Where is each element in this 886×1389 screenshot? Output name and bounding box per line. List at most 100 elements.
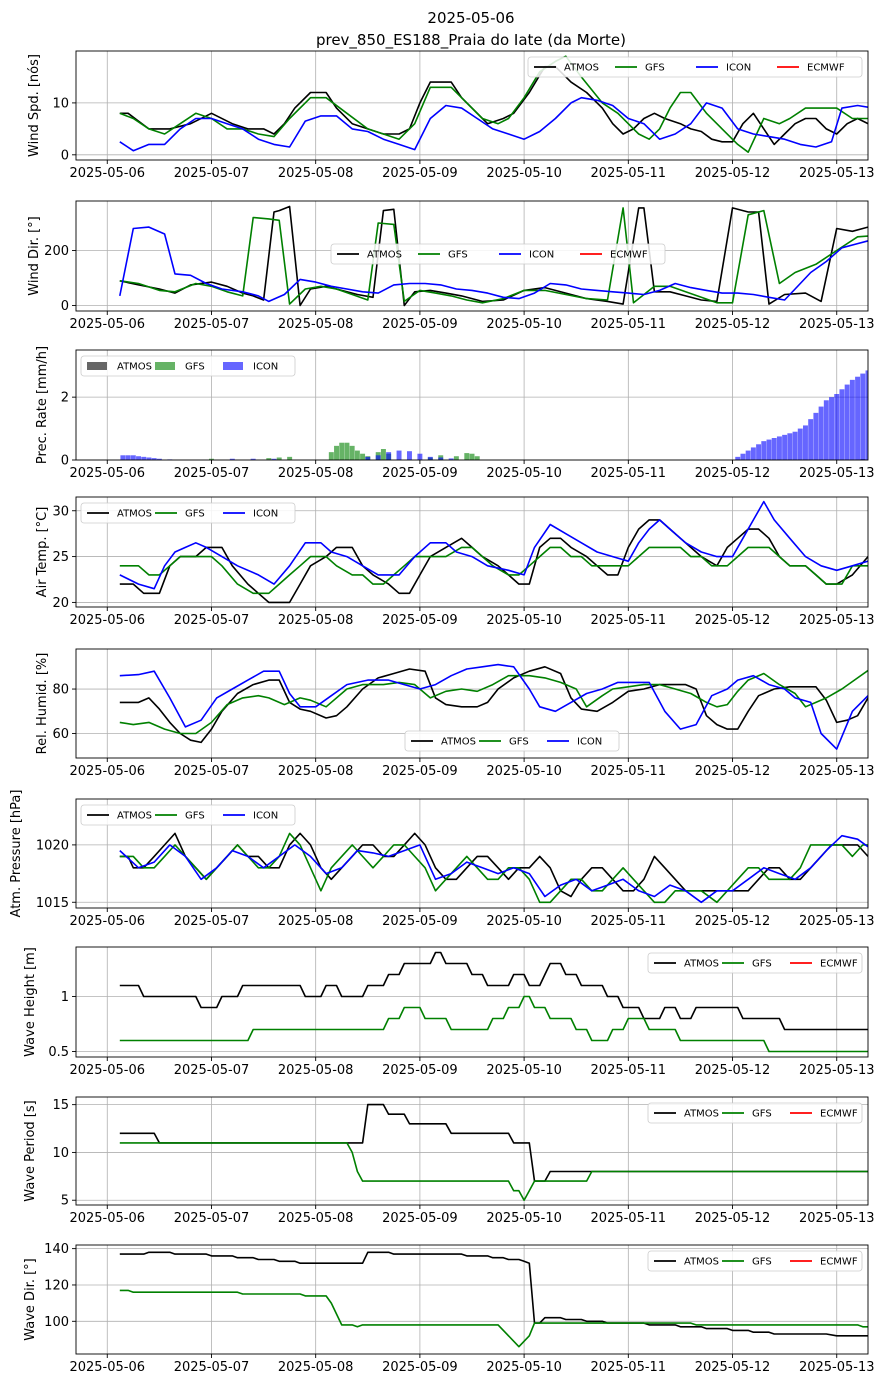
- precip-bar-icon: [823, 400, 829, 460]
- x-tick-label: 2025-05-07: [174, 317, 250, 332]
- precip-bar-icon: [797, 428, 803, 460]
- x-tick-label: 2025-05-11: [591, 317, 667, 332]
- axes-frame: [75, 946, 869, 1058]
- axes-frame: [75, 200, 869, 312]
- x-tick-label: 2025-05-10: [486, 914, 562, 929]
- precip-bar-icon: [834, 394, 840, 460]
- precip-bar-gfs: [339, 442, 345, 460]
- series-line-gfs: [119, 546, 868, 595]
- precip-bar-icon: [146, 457, 152, 460]
- legend-box: [404, 730, 620, 752]
- legend-label-ecmwf: ECMWF: [820, 1109, 858, 1120]
- legend-label-atmos: ATMOS: [117, 811, 152, 822]
- plot-data: [119, 1103, 868, 1201]
- x-tick-label: 2025-05-12: [695, 466, 771, 481]
- legend-swatch-icon: [223, 362, 243, 370]
- x-tick-label: 2025-05-10: [486, 317, 562, 332]
- series-line-icon: [119, 96, 868, 152]
- axes-frame: [75, 50, 869, 161]
- figure-title-date: 2025-05-06: [427, 9, 514, 27]
- precip-bar-icon: [271, 458, 277, 460]
- panel-wave-height: 2025-05-06 2025-05-07 2025-05-08 2025-05-09…: [23, 946, 875, 1078]
- plot-data: [119, 663, 868, 750]
- x-tick-label: 2025-05-07: [174, 466, 250, 481]
- precip-bar-gfs: [344, 442, 350, 460]
- precip-bar-gfs: [380, 449, 386, 460]
- precip-bar-icon: [808, 419, 814, 460]
- legend-swatch-gfs: [155, 362, 175, 370]
- x-tick-label: 2025-05-09: [382, 166, 458, 181]
- legend-box: [647, 1250, 863, 1272]
- axes-frame: [75, 349, 869, 461]
- panel-rel-humid: 2025-05-06 2025-05-07 2025-05-08 2025-05-09…: [35, 648, 875, 779]
- legend-label-gfs: GFS: [185, 811, 205, 822]
- x-tick-label: 2025-05-12: [695, 166, 771, 181]
- legend: ATMOS GFS ICON: [80, 804, 296, 826]
- x-tick-label: 2025-05-11: [591, 466, 667, 481]
- plot-data: [119, 832, 868, 904]
- legend-label-gfs: GFS: [185, 362, 205, 373]
- legend-label-atmos: ATMOS: [367, 250, 402, 261]
- x-tick-label: 2025-05-10: [486, 1063, 562, 1078]
- axes-frame: [75, 648, 869, 759]
- y-tick-label: 15: [52, 1098, 69, 1113]
- plot-data: [119, 1251, 868, 1348]
- legend-label-gfs: GFS: [752, 959, 772, 970]
- x-tick-label: 2025-05-11: [591, 613, 667, 628]
- x-tick-label: 2025-05-07: [174, 166, 250, 181]
- x-tick-label: 2025-05-07: [174, 1211, 250, 1226]
- x-tick-label: 2025-05-08: [278, 1063, 354, 1078]
- x-tick-label: 2025-05-08: [278, 764, 354, 779]
- legend-label-ecmwf: ECMWF: [807, 63, 845, 74]
- y-axis-label: Atm. Pressure [hPa]: [9, 790, 24, 918]
- x-tick-label: 2025-05-09: [382, 1211, 458, 1226]
- x-tick-label: 2025-05-09: [382, 613, 458, 628]
- legend-label-atmos: ATMOS: [684, 959, 719, 970]
- y-tick-label: 60: [52, 727, 69, 742]
- plot-data: [119, 951, 868, 1053]
- axes-frame: [75, 1244, 869, 1355]
- legend-label-icon: ICON: [529, 250, 554, 261]
- x-tick-label: 2025-05-06: [69, 1063, 145, 1078]
- precip-bar-gfs: [266, 458, 272, 460]
- precip-bar-icon: [818, 406, 824, 460]
- precip-bar-icon: [776, 436, 782, 460]
- legend: ATMOS GFS ICON ECMWF: [527, 56, 863, 78]
- x-tick-label: 2025-05-08: [278, 466, 354, 481]
- x-tick-label: 2025-05-06: [69, 1360, 145, 1375]
- precip-bar-icon: [871, 367, 876, 460]
- legend: ATMOS GFS ICON: [80, 502, 296, 524]
- legend-box: [647, 1102, 863, 1124]
- series-line-gfs: [119, 207, 868, 305]
- legend-label-icon: ICON: [253, 362, 278, 373]
- y-tick-label: 10: [52, 96, 69, 111]
- panel-wave-period: 2025-05-06 2025-05-07 2025-05-08 2025-05-09…: [23, 1096, 875, 1226]
- x-tick-label: 2025-05-13: [799, 1360, 875, 1375]
- legend: ATMOS GFS ICON ECMWF: [330, 243, 666, 265]
- precip-bar-icon: [448, 458, 454, 460]
- x-tick-label: 2025-05-11: [591, 1211, 667, 1226]
- y-axis-label: Wind Dir. [°]: [27, 216, 42, 296]
- x-tick-label: 2025-05-10: [486, 1360, 562, 1375]
- precip-bar-icon: [802, 425, 808, 460]
- x-tick-label: 2025-05-09: [382, 914, 458, 929]
- precip-bar-icon: [417, 453, 423, 460]
- x-tick-label: 2025-05-13: [799, 166, 875, 181]
- precip-bar-icon: [839, 389, 845, 460]
- precip-bar-icon: [136, 456, 142, 460]
- precip-bar-icon: [125, 455, 131, 460]
- x-tick-label: 2025-05-08: [278, 914, 354, 929]
- panel-wave-dir: 2025-05-06 2025-05-07 2025-05-08 2025-05-09…: [23, 1242, 875, 1375]
- precip-bar-atmos: [881, 458, 886, 460]
- series-line-gfs: [119, 1142, 868, 1201]
- legend-box: [647, 952, 863, 974]
- precip-bar-gfs: [453, 456, 459, 460]
- series-line-gfs: [119, 995, 868, 1053]
- y-axis-label: Wave Dir. [°]: [23, 1258, 38, 1341]
- legend-box: [527, 56, 863, 78]
- precip-bar-icon: [438, 457, 444, 460]
- x-tick-label: 2025-05-13: [799, 317, 875, 332]
- x-tick-label: 2025-05-11: [591, 1063, 667, 1078]
- precip-bar-icon: [120, 455, 126, 460]
